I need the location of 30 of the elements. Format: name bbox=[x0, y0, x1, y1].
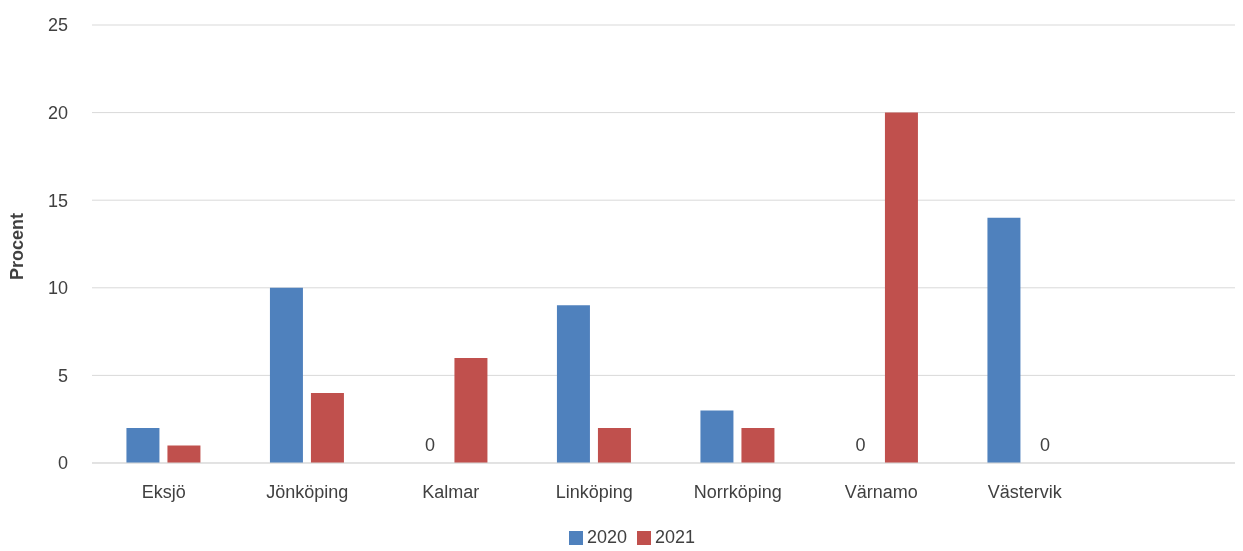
x-tick-label: Jönköping bbox=[266, 481, 349, 502]
bar bbox=[884, 112, 918, 463]
x-tick-label: Norrköping bbox=[693, 481, 782, 502]
bar bbox=[454, 357, 488, 463]
y-tick-label: 25 bbox=[47, 15, 68, 36]
bar bbox=[741, 427, 775, 463]
y-tick-label: 5 bbox=[57, 365, 68, 386]
bar bbox=[556, 305, 590, 463]
bar bbox=[167, 445, 201, 463]
y-tick-label: 0 bbox=[57, 453, 68, 474]
y-tick-label: 20 bbox=[47, 102, 68, 123]
x-tick-label: Linköping bbox=[555, 481, 633, 502]
bar bbox=[987, 217, 1021, 463]
x-tick-label: Värnamo bbox=[844, 481, 918, 502]
bar bbox=[597, 427, 631, 463]
data-label: 0 bbox=[855, 434, 866, 455]
legend-label: 2020 bbox=[586, 527, 627, 547]
bar bbox=[310, 392, 344, 463]
y-tick-label: 10 bbox=[47, 278, 68, 299]
bar bbox=[269, 287, 303, 463]
data-label: 0 bbox=[1039, 434, 1050, 455]
y-axis-title: Procent bbox=[7, 212, 28, 280]
x-tick-label: Västervik bbox=[987, 481, 1063, 502]
bar bbox=[700, 410, 734, 463]
x-tick-label: Eksjö bbox=[141, 481, 186, 502]
x-tick-label: Kalmar bbox=[422, 481, 480, 502]
bar bbox=[126, 427, 160, 463]
data-label: 0 bbox=[424, 434, 435, 455]
legend-label: 2021 bbox=[655, 527, 696, 547]
y-tick-label: 15 bbox=[47, 190, 68, 211]
